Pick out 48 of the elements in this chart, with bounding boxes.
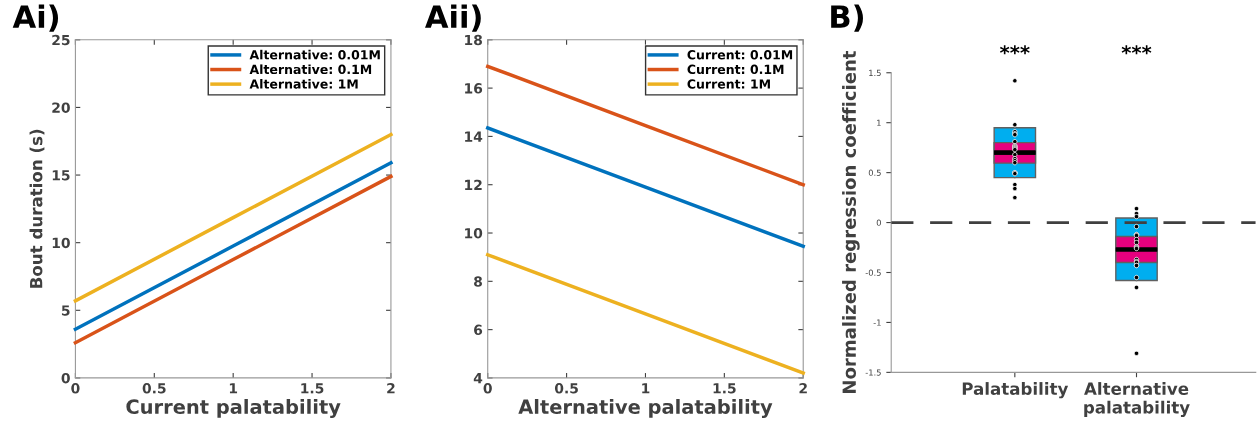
y-axis-title: Bout duration (s) bbox=[29, 129, 45, 288]
y-tick-label: 0 bbox=[61, 372, 70, 384]
x-tick-label: 1 bbox=[642, 383, 650, 394]
legend-label: Alternative: 0.1M bbox=[249, 64, 372, 75]
y-tick-label: 4 bbox=[473, 373, 483, 384]
y-axis-title: Normalized regression coefficient bbox=[842, 50, 860, 393]
x-axis-title: Current palatability bbox=[126, 399, 341, 418]
x-tick-label: 0 bbox=[71, 383, 80, 394]
y-tick-label: -0.5 bbox=[865, 269, 881, 276]
legend-label: Alternative: 1M bbox=[249, 79, 358, 89]
x-tick-label: 0 bbox=[483, 383, 492, 394]
y-tick-label: 16 bbox=[465, 83, 483, 94]
x-tick-label: 2 bbox=[799, 383, 807, 394]
text: *** bbox=[1121, 45, 1152, 55]
chart-title: Aii) bbox=[425, 4, 481, 32]
chart-title: Ai) bbox=[12, 4, 59, 32]
text: *** bbox=[999, 45, 1030, 55]
x-tick-label: Palatability bbox=[962, 382, 1069, 399]
y-tick-label: 6 bbox=[474, 324, 483, 336]
x-axis-title: Alternative palatability bbox=[518, 399, 773, 418]
x-tick-label: Alternative palatability bbox=[1084, 382, 1190, 418]
y-tick-label: 1.5 bbox=[869, 69, 881, 77]
x-tick-label: 1 bbox=[229, 383, 238, 394]
y-tick-label: 14 bbox=[465, 131, 483, 142]
y-tick-label: -1 bbox=[873, 319, 881, 326]
y-tick-label: 12 bbox=[465, 179, 482, 190]
y-tick-label: 10 bbox=[465, 227, 483, 239]
y-tick-label: 15 bbox=[52, 170, 70, 181]
x-tick-label: 0.5 bbox=[142, 383, 166, 394]
x-tick-label: 1.5 bbox=[713, 383, 736, 394]
y-tick-label: 5 bbox=[61, 305, 70, 316]
x-tick-label: 1.5 bbox=[301, 383, 324, 394]
y-tick-label: 10 bbox=[52, 237, 70, 249]
y-tick-label: 25 bbox=[52, 34, 70, 46]
y-tick-label: 1 bbox=[877, 119, 881, 126]
y-tick-label: 18 bbox=[465, 34, 482, 46]
x-tick-label: 2 bbox=[387, 383, 395, 394]
legend-label: Current: 0.01M bbox=[687, 50, 793, 60]
y-tick-label: -1.5 bbox=[865, 369, 881, 376]
y-tick-label: 8 bbox=[474, 276, 482, 287]
x-tick-label: 0.5 bbox=[554, 383, 578, 394]
chart-title: B) bbox=[831, 4, 863, 32]
y-tick-label: 20 bbox=[52, 102, 70, 113]
legend-label: Current: 1M bbox=[687, 79, 770, 89]
y-tick-label: 0.5 bbox=[868, 169, 881, 176]
legend-label: Current: 0.1M bbox=[687, 64, 784, 75]
legend-label: Alternative: 0.01M bbox=[249, 49, 380, 60]
y-tick-label: 0 bbox=[876, 219, 881, 226]
